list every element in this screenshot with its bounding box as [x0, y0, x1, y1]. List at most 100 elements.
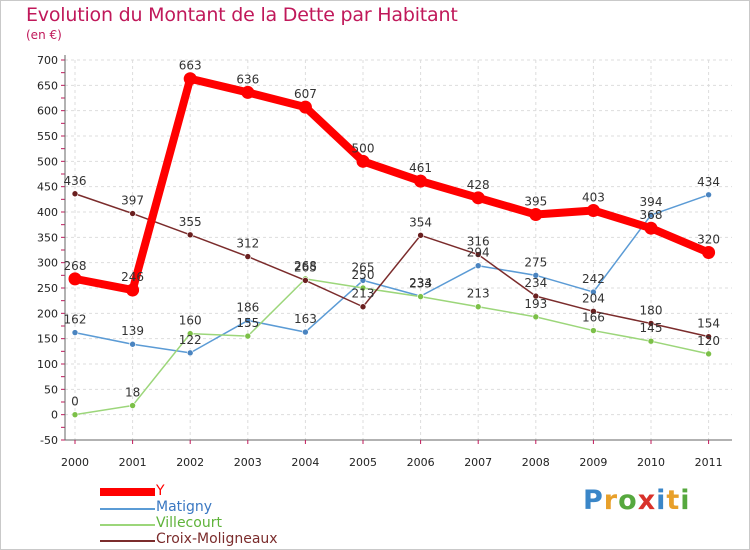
data-point: [129, 402, 136, 409]
data-label: 166: [582, 311, 605, 325]
x-tick-label: 2002: [176, 456, 204, 469]
x-tick-label: 2005: [349, 456, 377, 469]
data-label: 397: [121, 194, 144, 208]
data-point: [241, 85, 255, 99]
data-label: 355: [179, 215, 202, 229]
x-tick-label: 2004: [291, 456, 319, 469]
data-label: 265: [352, 260, 375, 274]
x-tick-label: 2008: [522, 456, 550, 469]
data-point: [302, 328, 309, 336]
data-point: [417, 232, 424, 239]
data-label: 234: [524, 276, 547, 290]
x-tick-label: 2009: [579, 456, 607, 469]
data-point: [298, 100, 312, 114]
data-label: 403: [582, 190, 605, 204]
x-tick-label: 2003: [234, 456, 262, 469]
y-tick-label: 300: [37, 257, 58, 270]
data-point: [68, 272, 82, 286]
data-label: 122: [179, 333, 202, 347]
data-label: 145: [640, 321, 663, 335]
data-label: 250: [352, 268, 375, 282]
data-point: [71, 411, 79, 418]
data-label: 160: [179, 314, 202, 328]
legend-item-croix-moligneaux: Croix-Moligneaux: [100, 531, 320, 550]
legend-label-y: Y: [156, 483, 165, 499]
y-tick-label: 550: [37, 130, 58, 143]
data-point: [186, 330, 194, 337]
data-point: [71, 190, 79, 198]
x-tick-label: 2006: [407, 456, 435, 469]
data-point: [244, 317, 252, 324]
legend-item-matigny: Matigny: [100, 499, 320, 518]
series-line: [71, 74, 713, 295]
logo-letter: t: [666, 485, 681, 516]
data-point: [590, 288, 597, 296]
data-point: [474, 262, 482, 270]
data-point: [302, 277, 309, 284]
data-label: 434: [697, 175, 720, 189]
data-label: 139: [121, 324, 144, 338]
unit-label: (en €): [26, 28, 62, 42]
series-line: [74, 278, 710, 416]
data-point: [532, 292, 540, 300]
data-point: [359, 303, 367, 311]
x-tick-label: 2011: [695, 456, 723, 469]
legend-item-villecourt: Villecourt: [100, 515, 320, 534]
data-point: [186, 231, 194, 239]
x-tick-label: 2007: [464, 456, 492, 469]
y-tick-label: 700: [37, 54, 58, 67]
data-point: [414, 174, 428, 188]
proxiti-logo: Proxiti: [583, 485, 691, 516]
legend-swatch-matigny: [100, 508, 155, 510]
data-label: 242: [582, 272, 605, 286]
y-tick-label: 200: [37, 307, 58, 320]
data-label: 162: [64, 313, 87, 327]
x-tick-label: 2001: [119, 456, 147, 469]
data-label: 154: [697, 317, 720, 331]
data-label: 213: [352, 287, 375, 301]
y-tick-label: 650: [37, 79, 58, 92]
data-label: 436: [64, 174, 87, 188]
data-point: [590, 308, 597, 315]
x-tick-label: 2000: [61, 456, 89, 469]
data-label: 320: [697, 233, 720, 247]
data-label: 234: [409, 276, 432, 290]
data-point: [474, 251, 482, 258]
data-label: 265: [294, 260, 317, 274]
x-tick-label: 2010: [637, 456, 665, 469]
y-tick-label: 50: [44, 383, 58, 396]
logo-letter: r: [603, 485, 619, 516]
logo-letter: x: [637, 485, 657, 516]
data-point: [532, 313, 540, 321]
data-label: 312: [236, 237, 259, 251]
data-point: [129, 340, 136, 348]
data-point: [417, 293, 424, 300]
legend: Y Matigny Villecourt Croix-Moligneaux: [100, 483, 320, 550]
data-label: 268: [294, 259, 317, 273]
data-point: [183, 72, 197, 86]
data-point: [359, 277, 367, 284]
data-point: [244, 332, 252, 340]
data-label: 394: [640, 195, 663, 209]
data-label: 186: [236, 300, 259, 314]
data-label: 368: [640, 208, 663, 222]
data-point: [529, 208, 543, 222]
data-label: 636: [236, 72, 259, 86]
data-point: [126, 283, 140, 297]
data-label: 316: [467, 235, 490, 249]
data-label: 180: [640, 303, 663, 317]
data-point: [705, 333, 712, 340]
data-point: [644, 221, 658, 235]
data-label: 18: [125, 386, 140, 400]
data-point: [129, 210, 136, 217]
data-point: [705, 191, 712, 199]
y-tick-label: 600: [37, 105, 58, 118]
data-label: 204: [582, 291, 605, 305]
data-point: [586, 203, 600, 217]
logo-letter: i: [656, 485, 667, 516]
series-line: [74, 193, 710, 338]
data-label: 294: [467, 246, 490, 260]
data-label: 268: [64, 259, 87, 273]
data-label: 461: [409, 161, 432, 175]
